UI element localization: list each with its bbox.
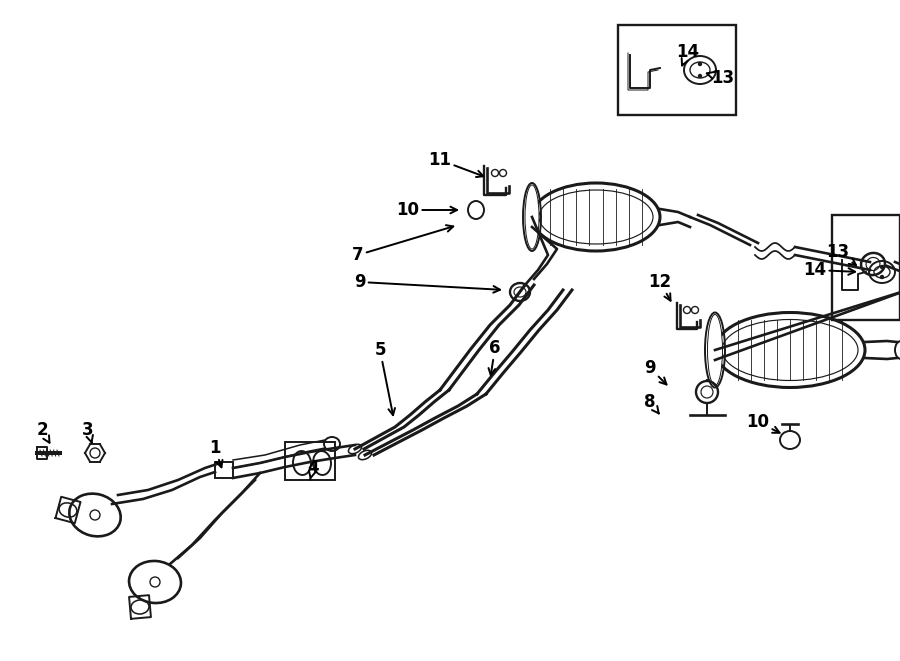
Text: 7: 7: [352, 225, 454, 264]
Text: 1: 1: [209, 439, 222, 467]
Text: 14: 14: [804, 261, 855, 279]
Ellipse shape: [698, 75, 701, 77]
Text: 3: 3: [82, 421, 94, 443]
Text: 8: 8: [644, 393, 659, 414]
Ellipse shape: [707, 315, 723, 385]
Text: 13: 13: [706, 69, 734, 87]
Text: 10: 10: [746, 413, 779, 433]
Text: 2: 2: [36, 421, 50, 443]
Text: 11: 11: [428, 151, 483, 177]
Ellipse shape: [880, 276, 884, 278]
Bar: [832, 215, 900, 320]
Text: 9: 9: [644, 359, 667, 385]
Text: 14: 14: [677, 43, 699, 65]
Bar: [215, 462, 233, 478]
Text: 5: 5: [374, 341, 395, 415]
Text: 6: 6: [489, 339, 500, 375]
Ellipse shape: [880, 266, 884, 268]
Ellipse shape: [698, 63, 701, 65]
Text: 4: 4: [307, 459, 319, 480]
Bar: [285, 442, 335, 480]
Bar: [618, 25, 736, 115]
Text: 10: 10: [397, 201, 457, 219]
Text: 9: 9: [355, 273, 500, 293]
Ellipse shape: [525, 185, 539, 249]
Text: 12: 12: [648, 273, 671, 301]
Text: 13: 13: [826, 243, 856, 265]
